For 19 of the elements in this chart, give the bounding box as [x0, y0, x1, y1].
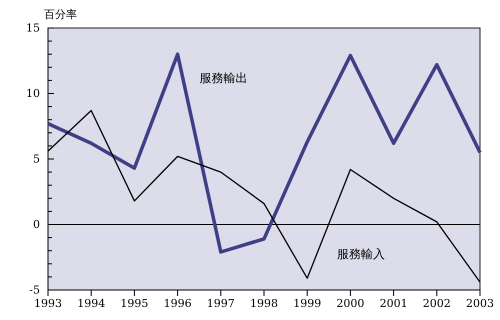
y-tick-label: 0	[33, 218, 40, 232]
x-tick-label: 2003	[466, 296, 494, 310]
x-tick-label: 1993	[34, 296, 62, 310]
x-tick-label: 1994	[77, 296, 106, 310]
x-tick-label: 2000	[336, 296, 364, 310]
x-tick-label: 1997	[206, 296, 235, 310]
y-tick-label: -5	[29, 284, 40, 297]
x-tick-label: 2002	[422, 296, 451, 310]
series-label: 服務輸入	[337, 247, 386, 262]
series-label: 服務輸出	[200, 71, 248, 86]
y-tick-label: 15	[26, 22, 40, 35]
y-axis-title: 百分率	[44, 8, 77, 21]
x-tick-label: 1998	[250, 296, 278, 310]
x-tick-label: 1996	[164, 296, 192, 310]
x-tick-label: 2001	[380, 296, 408, 310]
x-tick-label: 1999	[293, 296, 322, 310]
y-tick-label: 5	[33, 152, 40, 166]
y-tick-label: 10	[26, 87, 40, 100]
x-tick-label: 1995	[120, 296, 148, 310]
